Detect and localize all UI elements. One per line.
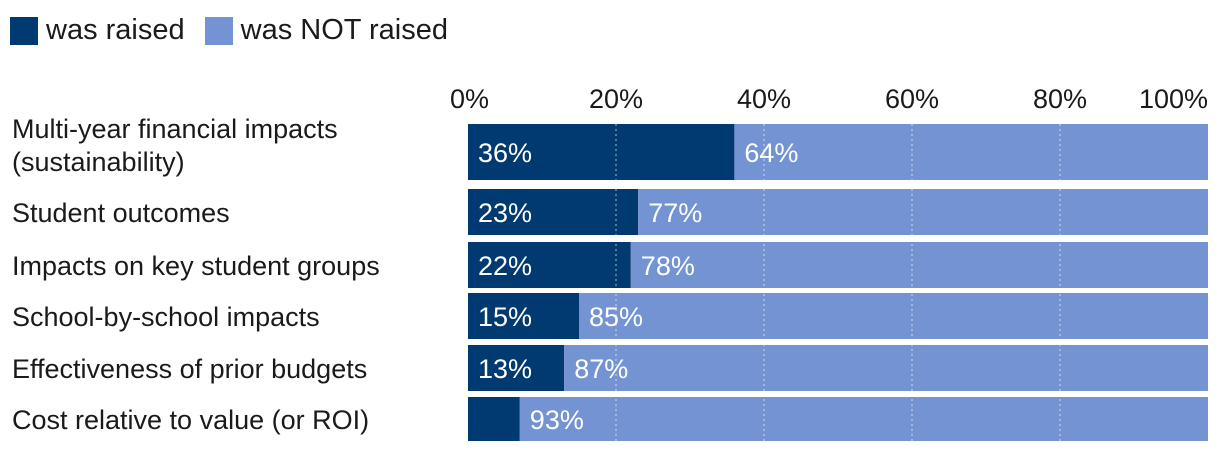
bar-raised-3 (468, 293, 579, 339)
bar-raised-4 (468, 345, 565, 391)
category-label-0-line-0: Multi-year financial impacts (12, 114, 338, 144)
legend-swatch-raised (10, 16, 38, 45)
category-label-2: Impacts on key student groups (12, 251, 380, 281)
value-label-raised-0: 36% (478, 138, 532, 168)
legend: was raised was NOT raised (10, 16, 468, 45)
bar-raised-2 (468, 242, 631, 288)
x-tick-label-5: 100% (1139, 84, 1208, 114)
value-label-raised-4: 13% (478, 354, 532, 384)
category-label-0-line-1: (sustainability) (12, 147, 185, 177)
category-label-4: Effectiveness of prior budgets (12, 354, 367, 384)
bar-raised-0 (468, 124, 735, 180)
x-tick-label-0: 0% (450, 84, 489, 114)
bar-not-raised-0 (734, 124, 1208, 180)
category-label-3: School-by-school impacts (12, 302, 320, 332)
x-tick-label-1: 20% (589, 84, 643, 114)
value-label-raised-2: 22% (478, 251, 532, 281)
value-label-not-raised-5: 93% (530, 405, 584, 435)
legend-item-raised: was raised (10, 16, 185, 45)
bar-not-raised-5 (519, 397, 1208, 441)
value-label-not-raised-1: 77% (648, 198, 702, 228)
bar-not-raised-3 (579, 293, 1208, 339)
value-label-not-raised-3: 85% (589, 302, 643, 332)
legend-swatch-not-raised (204, 16, 233, 45)
category-label-5: Cost relative to value (or ROI) (12, 405, 369, 435)
value-label-not-raised-2: 78% (641, 251, 695, 281)
x-tick-label-4: 80% (1033, 84, 1087, 114)
bar-raised-5 (468, 397, 520, 441)
value-label-not-raised-0: 64% (744, 138, 798, 168)
legend-item-not-raised: was NOT raised (204, 14, 448, 46)
bar-not-raised-2 (630, 242, 1208, 288)
x-tick-label-2: 40% (737, 84, 791, 114)
value-label-not-raised-4: 87% (574, 354, 628, 384)
value-label-raised-3: 15% (478, 302, 532, 332)
value-label-raised-1: 23% (478, 198, 532, 228)
x-tick-label-3: 60% (885, 84, 939, 114)
legend-label-raised: was raised (46, 14, 185, 46)
category-label-1: Student outcomes (12, 198, 230, 228)
bar-not-raised-4 (564, 345, 1208, 391)
bar-not-raised-1 (638, 189, 1208, 235)
legend-label-not-raised: was NOT raised (240, 14, 448, 46)
bar-raised-1 (468, 189, 639, 235)
